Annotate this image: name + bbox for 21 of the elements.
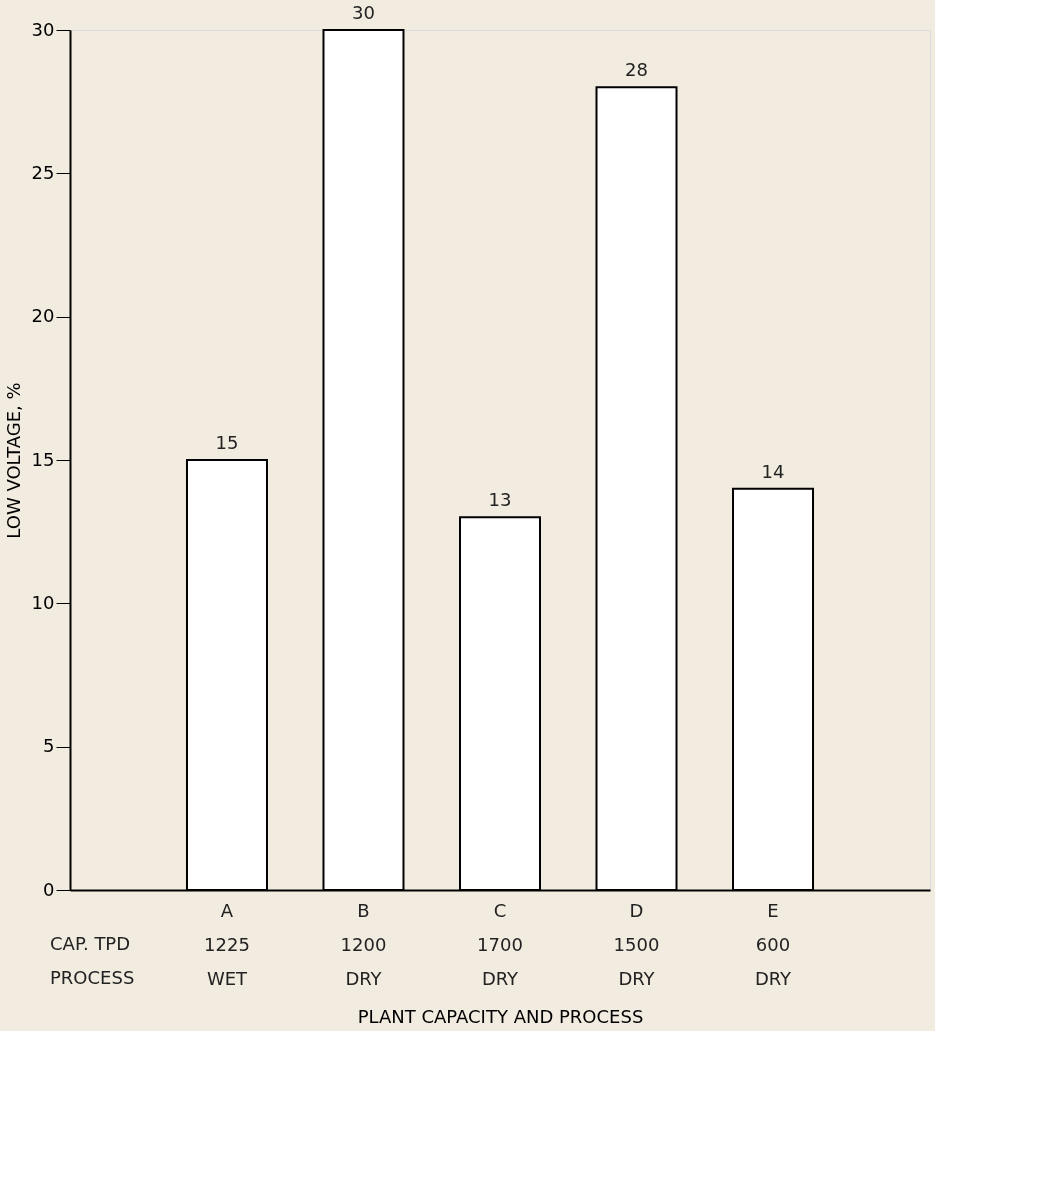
y-axis-title: LOW VOLTAGE, % [2, 382, 24, 539]
data-label: 28 [625, 59, 648, 81]
x-tick-label: A 1225 WET [204, 899, 250, 989]
y-tick-label: 20 [31, 305, 55, 327]
x-axis-title: PLANT CAPACITY AND PROCESS [357, 1005, 644, 1027]
y-tick-label: 0 [43, 878, 55, 900]
y-tick-label: 10 [31, 591, 55, 613]
x-tick-label: E 600 DRY [754, 899, 793, 989]
data-label: 15 [215, 432, 239, 453]
data-label: 13 [488, 489, 512, 511]
text: CAP. TPD [50, 933, 131, 954]
x-tick-label: B 1200 DRY [340, 899, 387, 989]
y-tick-label: 30 [31, 18, 55, 40]
data-label: 14 [761, 460, 785, 482]
y-tick-label: 15 [31, 448, 55, 470]
y-tick-label: 25 [31, 161, 55, 183]
y-tick-label: 5 [43, 735, 55, 757]
x-tick-label: D 1500 DRY [613, 899, 660, 989]
text: PROCESS [50, 967, 135, 988]
data-label: 30 [352, 2, 375, 23]
x-tick-label: C 1700 DRY [477, 899, 523, 989]
